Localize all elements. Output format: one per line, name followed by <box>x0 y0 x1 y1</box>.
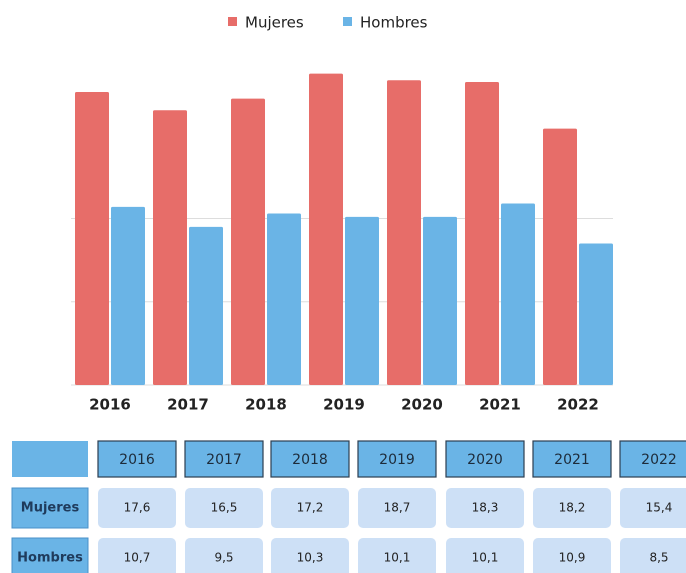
table-cell <box>533 538 611 573</box>
bar <box>423 216 457 385</box>
table-cell <box>620 538 686 573</box>
x-tick-label: 2018 <box>245 396 287 414</box>
table-value: 16,5 <box>211 501 238 515</box>
table-corner <box>12 441 88 477</box>
table-cell <box>185 488 263 528</box>
table-header-text: 2018 <box>292 452 328 468</box>
table-cell <box>271 538 349 573</box>
table-value: 18,2 <box>559 501 586 515</box>
x-tick-label: 2020 <box>401 396 443 414</box>
table-header-text: 2021 <box>554 452 590 468</box>
table-value: 18,3 <box>472 501 499 515</box>
x-tick-label: 2017 <box>167 396 209 414</box>
bar <box>153 110 187 386</box>
x-tick-label: 2021 <box>479 396 521 414</box>
table-value: 10,1 <box>384 551 411 565</box>
table-value: 10,1 <box>472 551 499 565</box>
row-label-cell <box>11 487 89 529</box>
legend-label: Mujeres <box>245 14 304 32</box>
bar <box>543 128 577 385</box>
table-value: 10,3 <box>297 551 324 565</box>
table-value: 8,5 <box>649 551 668 565</box>
table-header-cell <box>97 440 177 478</box>
bar <box>465 81 499 385</box>
table-cell <box>620 488 686 528</box>
table-value: 9,5 <box>214 551 233 565</box>
bar <box>579 243 613 385</box>
legend-swatch <box>343 17 352 26</box>
table-cell <box>533 488 611 528</box>
bar <box>189 226 223 385</box>
row-label: Hombres <box>17 551 83 566</box>
table-header-text: 2016 <box>119 452 155 468</box>
bar <box>387 80 421 386</box>
table-cell <box>98 538 176 573</box>
legend-swatch <box>228 17 237 26</box>
table-value: 18,7 <box>384 501 411 515</box>
table-value: 17,6 <box>124 501 151 515</box>
table-cell <box>358 488 436 528</box>
bar <box>75 91 109 386</box>
x-tick-label: 2019 <box>323 396 365 414</box>
table-cell <box>446 538 524 573</box>
table-value: 10,9 <box>559 551 586 565</box>
table-cell <box>446 488 524 528</box>
table-header-text: 2019 <box>379 452 415 468</box>
table-header-cell <box>357 440 437 478</box>
table-header-cell <box>270 440 350 478</box>
bar <box>501 203 535 385</box>
bar <box>111 206 145 385</box>
table-value: 15,4 <box>646 501 673 515</box>
x-tick-label: 2022 <box>557 396 599 414</box>
table-header-cell <box>619 440 686 478</box>
x-tick-label: 2016 <box>89 396 131 414</box>
bar <box>267 213 301 385</box>
table-cell <box>271 488 349 528</box>
legend-label: Hombres <box>360 14 428 32</box>
bar <box>309 73 343 386</box>
row-label-cell <box>11 537 89 573</box>
table-header-text: 2017 <box>206 452 242 468</box>
bar <box>345 216 379 385</box>
table-header-text: 2022 <box>641 452 677 468</box>
row-label: Mujeres <box>21 501 80 516</box>
bar <box>231 98 265 386</box>
table-header-text: 2020 <box>467 452 503 468</box>
table-cell <box>185 538 263 573</box>
table-header-cell <box>184 440 264 478</box>
table-header-cell <box>532 440 612 478</box>
table-cell <box>98 488 176 528</box>
table-header-cell <box>445 440 525 478</box>
table-value: 10,7 <box>124 551 151 565</box>
table-value: 17,2 <box>297 501 324 515</box>
table-cell <box>358 538 436 573</box>
